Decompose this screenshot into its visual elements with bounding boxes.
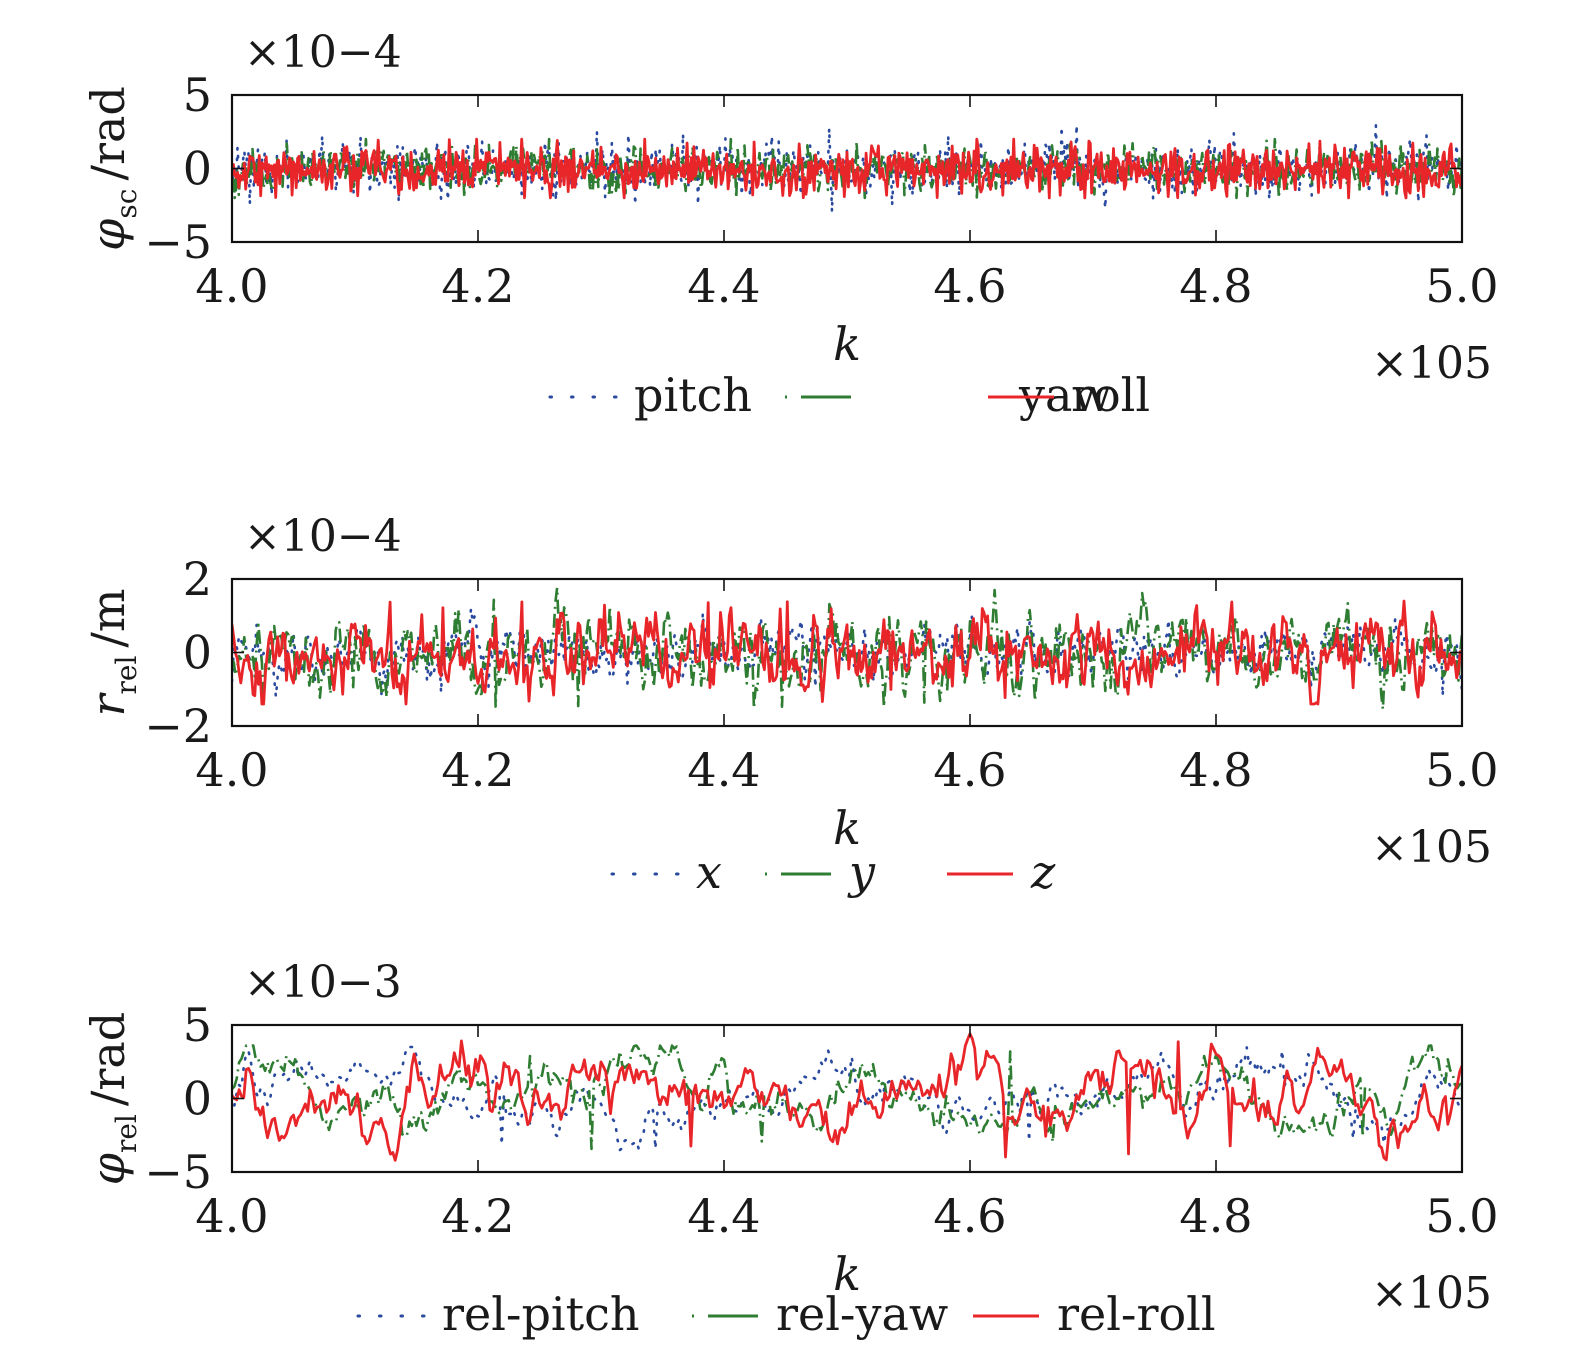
y-tick-label: −5 — [144, 215, 212, 269]
legend-label-x: x — [696, 845, 722, 899]
x-axis-label: k — [833, 1247, 861, 1301]
x-tick-label: 4.0 — [195, 259, 268, 313]
legend-label-rel-pitch: rel-pitch — [442, 1287, 640, 1341]
x-tick-label: 4.0 — [195, 1189, 268, 1243]
y-tick-label: 0 — [183, 142, 212, 196]
series-line-rel-pitch — [232, 1045, 1462, 1152]
x-tick-label: 4.2 — [441, 743, 514, 797]
x-tick-label: 4.6 — [933, 1189, 1006, 1243]
legend-label-rel-roll: rel-roll — [1057, 1287, 1216, 1341]
x-tick-label: 4.4 — [687, 743, 760, 797]
x-tick-label: 5.0 — [1425, 259, 1498, 313]
x-tick-label: 4.6 — [933, 743, 1006, 797]
y-tick-label: 2 — [183, 552, 212, 606]
x-tick-label: 5.0 — [1425, 743, 1498, 797]
y-axis-label-main: φ — [81, 218, 135, 251]
y-axis-label-main: r — [81, 692, 135, 717]
y-axis-label: φsc/rad — [81, 86, 143, 251]
chart-panel-2: 4.0 4.2 4.4 4.6 4.8 5.0 2 0 −2 ×10−4 k ×105 rrel/m x y… — [81, 511, 1499, 899]
y-exponent-label: ×10−4 — [244, 511, 402, 562]
y-exponent-label: ×10−3 — [244, 957, 402, 1008]
series-line-rel-roll — [232, 1032, 1462, 1162]
series-line-z — [232, 599, 1462, 706]
x-tick-label: 4.2 — [441, 259, 514, 313]
y-axis-label-sub: rel — [110, 656, 143, 695]
y-axis-label-unit: /rad — [81, 86, 135, 180]
legend-label-z: z — [1030, 845, 1056, 899]
series-line-rel-yaw — [232, 1044, 1462, 1151]
y-axis-label-main: φ — [81, 1152, 135, 1185]
y-tick-label: 0 — [183, 1072, 212, 1126]
y-axis-label-unit: /rad — [81, 1012, 135, 1106]
series-line-y — [232, 586, 1462, 711]
y-exponent-label: ×10−4 — [244, 27, 402, 78]
y-tick-label: 5 — [183, 998, 212, 1052]
series-line-pitch — [232, 123, 1462, 214]
y-axis-label-sub: sc — [110, 189, 143, 219]
x-tick-label: 4.6 — [933, 259, 1006, 313]
x-exponent-label: ×105 — [1371, 822, 1492, 873]
x-tick-label: 4.4 — [687, 1189, 760, 1243]
x-exponent-label: ×105 — [1371, 338, 1492, 389]
legend-label-y: y — [847, 845, 876, 899]
legend: rel-pitch rel-yaw rel-roll — [356, 1287, 1216, 1341]
plot-frame — [230, 1023, 1464, 1174]
y-axis-label: rrel/m — [81, 588, 143, 716]
y-axis-label-unit: /m — [81, 588, 135, 647]
x-tick-label: 4.4 — [687, 259, 760, 313]
legend-label-pitch: pitch — [634, 368, 752, 422]
x-tick-label: 4.8 — [1179, 259, 1252, 313]
y-axis-label-sub: rel — [110, 1114, 143, 1153]
series-group — [232, 1032, 1462, 1162]
y-tick-label: 0 — [183, 626, 212, 680]
x-tick-label: 4.8 — [1179, 1189, 1252, 1243]
chart-panel-1: 4.0 4.2 4.4 4.6 4.8 5.0 5 0 −5 ×10−4 k ×105 φsc/rad p… — [81, 27, 1499, 422]
legend: x y z — [610, 845, 1056, 899]
chart-panel-3: 4.0 4.2 4.4 4.6 4.8 5.0 5 0 −5 ×10−3 k ×105 φrel/rad… — [81, 957, 1499, 1341]
legend-label-roll: roll — [1071, 368, 1150, 422]
x-tick-label: 4.8 — [1179, 743, 1252, 797]
y-tick-label: 5 — [183, 68, 212, 122]
legend-label-rel-yaw: rel-yaw — [776, 1287, 948, 1341]
series-line-roll — [232, 137, 1462, 200]
series-group — [232, 586, 1462, 711]
x-tick-label: 4.0 — [195, 743, 268, 797]
y-tick-label: −5 — [144, 1145, 212, 1199]
x-axis-label: k — [833, 317, 861, 371]
x-exponent-label: ×105 — [1371, 1268, 1492, 1319]
x-tick-label: 4.2 — [441, 1189, 514, 1243]
legend-label-yaw: yaw — [1018, 368, 1112, 422]
x-tick-label: 5.0 — [1425, 1189, 1498, 1243]
y-tick-label: −2 — [144, 699, 212, 753]
series-group — [232, 123, 1462, 214]
x-axis-label: k — [833, 801, 861, 855]
y-axis-label: φrel/rad — [81, 1012, 143, 1186]
